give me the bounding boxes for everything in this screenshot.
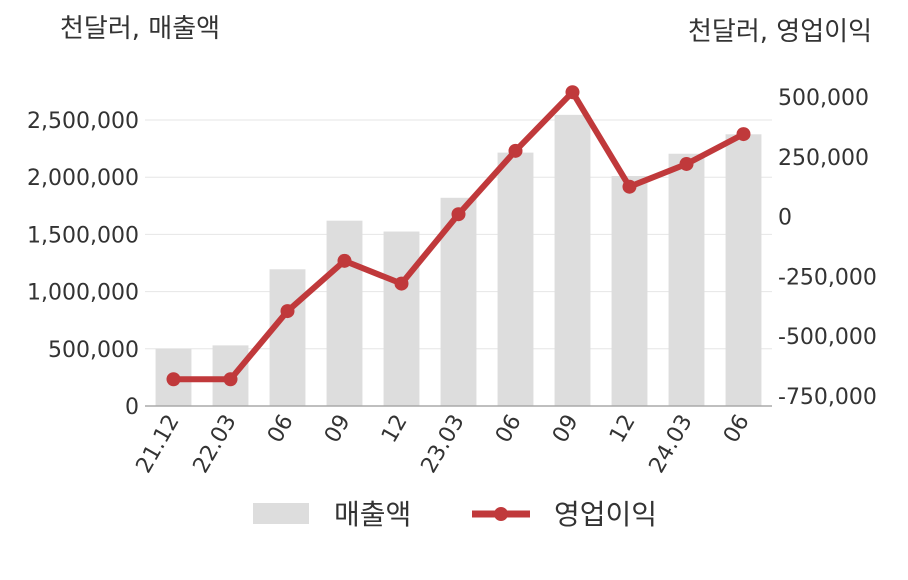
- operating-profit-point: [337, 253, 352, 268]
- legend-swatch-revenue: [253, 503, 309, 524]
- revenue-bars: [155, 114, 762, 407]
- legend-label-revenue: 매출액: [334, 498, 411, 531]
- left-axis-ticks: 0 500,000 1,000,000 1,500,000 2,000,000 2,500…: [27, 109, 139, 420]
- x-tick-label: 06: [263, 411, 299, 448]
- left-tick-label: 2,500,000: [27, 109, 139, 134]
- x-tick-label: 23.03: [417, 411, 470, 478]
- x-tick-label: 21.12: [132, 411, 185, 478]
- revenue-bar: [611, 176, 648, 406]
- revenue-bar: [668, 153, 705, 406]
- revenue-bar: [497, 152, 534, 406]
- x-tick-label: 09: [548, 411, 584, 448]
- x-tick-label: 12: [377, 411, 413, 448]
- right-axis-unit: 천달러, 영업이익: [688, 17, 872, 47]
- operating-profit-point: [451, 207, 466, 222]
- left-tick-label: 0: [125, 395, 139, 420]
- left-tick-label: 1,500,000: [27, 223, 139, 248]
- right-tick-label: 250,000: [778, 146, 869, 171]
- right-tick-label: 500,000: [778, 86, 869, 111]
- left-tick-label: 2,000,000: [27, 166, 139, 191]
- operating-profit-point: [280, 304, 295, 319]
- operating-profit-point: [223, 372, 238, 387]
- x-tick-label: 09: [320, 411, 356, 448]
- x-tick-label: 06: [719, 411, 755, 448]
- operating-profit-point: [679, 156, 694, 171]
- revenue-bar: [554, 114, 591, 407]
- revenue-bar: [326, 220, 363, 406]
- legend-marker-operating-profit: [494, 507, 508, 521]
- x-tick-label: 12: [605, 411, 641, 448]
- operating-profit-point: [622, 179, 637, 194]
- operating-profit-point: [565, 85, 580, 100]
- legend-label-operating-profit: 영업이익: [554, 498, 657, 531]
- operating-profit-line: [166, 85, 751, 387]
- right-tick-label: -500,000: [778, 325, 877, 350]
- right-tick-label: -750,000: [778, 385, 877, 410]
- x-axis-ticks: 21.12 22.03 06 09 12 23.03 06 09 12 24.03 06: [132, 411, 755, 478]
- revenue-bar: [725, 134, 762, 407]
- operating-profit-point: [166, 372, 181, 387]
- revenue-bar: [269, 269, 306, 406]
- legend: 매출액 영업이익: [253, 498, 657, 531]
- right-axis-ticks: -750,000 -500,000 -250,000 0 250,000 500,000: [778, 86, 877, 410]
- right-tick-label: -250,000: [778, 265, 877, 290]
- left-tick-label: 1,000,000: [27, 281, 139, 306]
- x-tick-label: 24.03: [645, 411, 698, 478]
- x-tick-label: 22.03: [189, 411, 242, 478]
- operating-profit-point: [508, 143, 523, 158]
- revenue-bar: [383, 231, 420, 406]
- right-tick-label: 0: [778, 206, 792, 231]
- operating-profit-point: [394, 276, 409, 291]
- left-tick-label: 500,000: [48, 338, 139, 363]
- x-tick-label: 06: [491, 411, 527, 448]
- left-axis-unit: 천달러, 매출액: [60, 14, 220, 44]
- operating-profit-point: [736, 127, 751, 142]
